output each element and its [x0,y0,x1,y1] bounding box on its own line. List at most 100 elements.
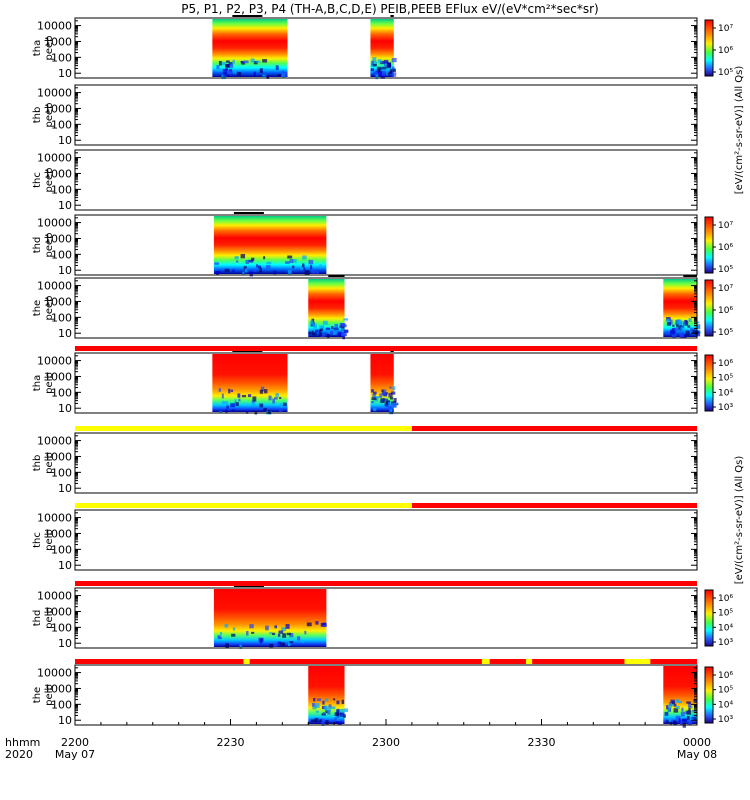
panel-5: 10100100010000tha peib10⁶10⁵10⁴10³ [32,350,733,415]
speckle [231,390,233,392]
speckle [217,640,222,643]
flag-bar-segment [624,659,650,664]
speckle [266,262,271,264]
y-tick-label: 10 [58,714,72,727]
speckle [331,706,336,709]
speckle [273,271,276,275]
y-tick-label: 10000 [37,87,72,100]
speckle [245,268,247,272]
y-tick-label: 10000 [37,152,72,165]
speckle [392,386,395,390]
quality-mark [390,15,393,17]
speckle [260,639,263,644]
colorbar-unit-label-electron: [eV/(cm²-s-sr-eV)] (All Qs) [734,66,745,195]
speckle [214,262,219,265]
speckle [380,398,384,403]
colorbar-tick-label: 10⁴ [718,700,733,710]
speckle [251,632,254,634]
flag-bar-segment [482,659,490,664]
speckle [692,329,696,333]
y-tick-label: 10 [58,199,72,212]
speckle [228,389,230,394]
speckle [268,396,271,401]
y-tick-label: 10 [58,637,72,650]
speckle [392,404,396,408]
y-tick-label: 10 [58,67,72,80]
speckle [312,703,315,707]
speckle [274,397,277,400]
speckle [339,709,343,713]
speckle [278,642,282,645]
panel-label: peib [44,529,55,551]
speckle [305,270,310,275]
speckle [225,643,229,648]
speckle [272,633,275,635]
flag-bar-segment [75,426,412,431]
panel-label: thb [32,107,43,124]
speckle [278,634,280,637]
y-tick-label: 10000 [37,280,72,293]
speckle [232,409,234,411]
speckle [319,264,322,268]
speckle [687,710,692,714]
panel-label: tha [32,40,43,56]
panel-label: peib [44,372,55,394]
panel-frame [75,433,697,493]
speckle [297,636,300,640]
speckle [683,321,687,325]
colorbar-tick-label: 10⁴ [718,623,733,633]
panel-frame [75,215,697,275]
speckle [259,268,262,273]
speckle [333,332,337,335]
panel-label: thd [32,610,43,627]
speckle [285,624,289,629]
speckle [336,701,339,705]
speckle [383,389,387,393]
speckle [382,67,386,70]
speckle [681,712,685,717]
x-tick-label: 2300 [372,736,400,749]
colorbar-tick-label: 10⁷ [718,24,733,34]
speckle [344,708,348,712]
speckle [324,706,327,710]
speckle [238,394,240,398]
x-date-label: May 08 [677,748,717,761]
speckle [225,269,230,272]
speckle [376,396,380,398]
speckle [673,720,676,724]
speckle [340,713,345,717]
speckle [320,329,323,331]
x-tick-label: 2230 [217,736,245,749]
panel-frame [75,665,697,725]
y-tick-label: 10000 [37,355,72,368]
speckle [665,712,669,716]
speckle [323,625,327,627]
speckle [216,65,219,69]
panel-0: 10100100010000tha peeb10⁷10⁶10⁵ [32,15,733,80]
colorbar-tick-label: 10⁶ [718,594,733,604]
speckle [249,624,253,628]
speckle [220,632,222,635]
speckle [323,712,325,716]
speckle [225,624,229,628]
panel-label: peeb [44,168,55,193]
quality-mark [232,15,262,17]
speckle [322,701,324,705]
speckle [269,644,273,648]
quality-mark [328,275,344,277]
panels-group: 10100100010000tha peeb10⁷10⁶10⁵1010010001… [32,15,733,728]
panel-6: 10100100010000thb peib [32,433,697,495]
colorbar-tick-label: 10⁶ [718,243,733,253]
speckle [389,387,391,389]
speckle [227,70,231,75]
speckle [682,719,686,722]
colorbar-tick-label: 10⁴ [718,388,733,398]
colorbar [705,355,713,411]
speckle [325,698,328,701]
colorbar-tick-label: 10⁵ [718,328,733,338]
speckle [263,69,268,71]
y-tick-label: 10 [58,264,72,277]
y-tick-label: 10000 [37,20,72,33]
speckle [232,269,234,272]
speckle [675,706,680,709]
